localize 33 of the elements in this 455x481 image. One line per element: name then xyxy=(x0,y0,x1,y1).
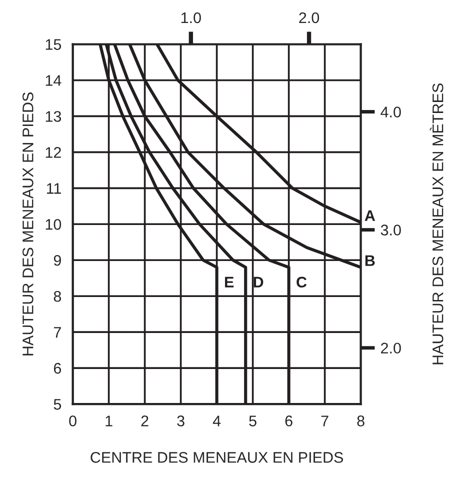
x2-tick-label: 1.0 xyxy=(181,12,201,24)
x-tick-label: 2 xyxy=(141,416,148,426)
x-tick-label: 4 xyxy=(212,416,221,426)
y-tick-label: 12 xyxy=(46,147,61,158)
series-label: A xyxy=(364,210,376,221)
x-axis-title: CENTRE DES MENEAUX EN PIEDS xyxy=(90,452,344,463)
y2-tick-label: 4.0 xyxy=(380,106,401,118)
y-tick-label: 15 xyxy=(46,39,62,50)
y-tick-label: 10 xyxy=(46,219,62,230)
x-tick-label: 6 xyxy=(285,416,292,426)
x-tick-label: 8 xyxy=(357,416,364,426)
y-tick-label: 8 xyxy=(54,290,62,302)
series-label: D xyxy=(254,276,264,288)
x-tick-label: 0 xyxy=(69,416,76,426)
x-tick-label: 7 xyxy=(321,416,328,426)
y-tick-label: 11 xyxy=(46,183,61,194)
x-tick-label: 3 xyxy=(177,416,184,426)
x-tick-label: 1 xyxy=(106,416,112,426)
y-tick-label: 13 xyxy=(46,111,62,122)
y2-tick-label: 2.0 xyxy=(381,342,401,354)
y-tick-label: 7 xyxy=(54,327,61,338)
y2-axis-title: HAUTEUR DES MENEAUX EN MÈTRES xyxy=(430,84,444,364)
x2-tick-label: 2.0 xyxy=(299,12,320,24)
series-label: E xyxy=(225,276,234,288)
series-label: C xyxy=(296,276,307,288)
x-tick-label: 5 xyxy=(249,416,256,426)
y-tick-label: 6 xyxy=(54,362,62,374)
y-axis-title: HAUTEUR DES MENEAUX EN PIEDS xyxy=(22,92,34,356)
y-tick-label: 9 xyxy=(54,254,61,266)
y-tick-label: 5 xyxy=(54,399,62,410)
y-tick-label: 14 xyxy=(46,75,62,86)
series-label: B xyxy=(365,255,375,266)
y2-tick-label: 3.0 xyxy=(380,224,401,236)
